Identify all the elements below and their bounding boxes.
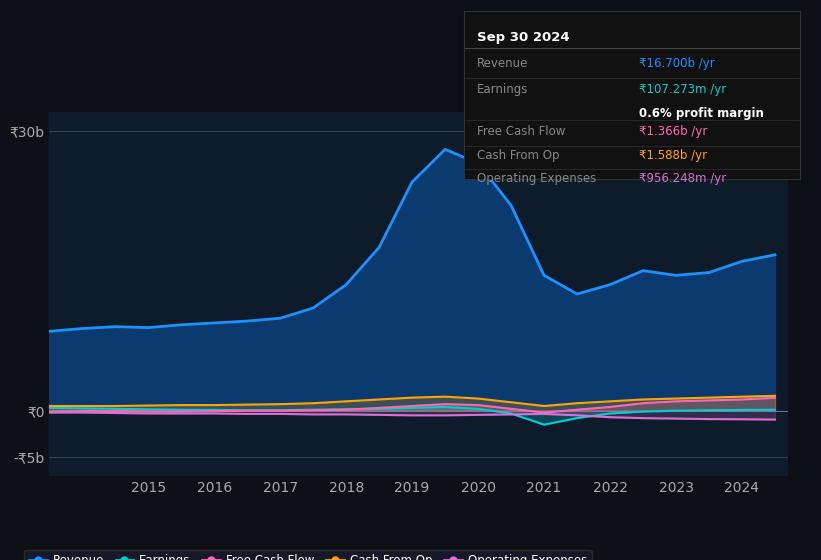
Text: ₹107.273m /yr: ₹107.273m /yr	[639, 83, 726, 96]
Text: ₹1.588b /yr: ₹1.588b /yr	[639, 149, 707, 162]
Text: Operating Expenses: Operating Expenses	[477, 172, 597, 185]
Legend: Revenue, Earnings, Free Cash Flow, Cash From Op, Operating Expenses: Revenue, Earnings, Free Cash Flow, Cash …	[24, 549, 592, 560]
Text: Earnings: Earnings	[477, 83, 529, 96]
Text: Revenue: Revenue	[477, 57, 529, 69]
Text: 0.6% profit margin: 0.6% profit margin	[639, 107, 764, 120]
Text: Free Cash Flow: Free Cash Flow	[477, 125, 566, 138]
Text: ₹16.700b /yr: ₹16.700b /yr	[639, 57, 714, 69]
Text: Sep 30 2024: Sep 30 2024	[477, 31, 570, 44]
Text: Cash From Op: Cash From Op	[477, 149, 560, 162]
Text: ₹1.366b /yr: ₹1.366b /yr	[639, 125, 707, 138]
Text: ₹956.248m /yr: ₹956.248m /yr	[639, 172, 726, 185]
